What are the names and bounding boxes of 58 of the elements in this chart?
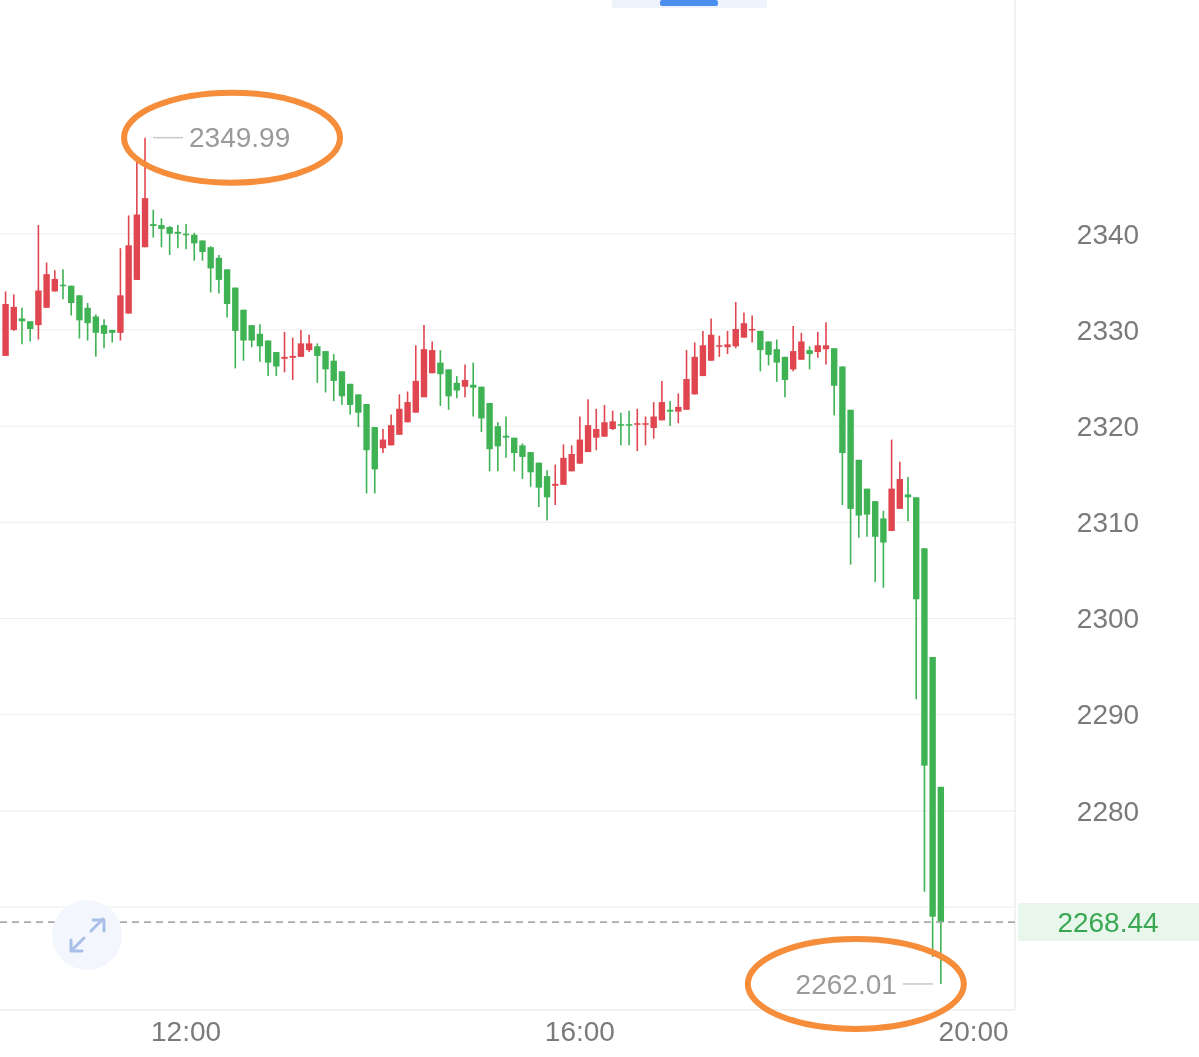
y-tick-label: 2340: [1076, 218, 1140, 250]
candlestick: [387, 413, 395, 447]
candlestick: [256, 323, 264, 363]
y-tick-label: 2300: [1076, 603, 1140, 635]
candlestick: [453, 375, 460, 400]
candlestick: [666, 400, 674, 427]
y-tick-label: 2330: [1076, 314, 1140, 346]
y-tick-label: 2310: [1076, 507, 1140, 539]
candlestick: [289, 336, 296, 381]
candlestick: [494, 421, 502, 473]
candlestick: [346, 383, 354, 416]
candlestick: [470, 361, 477, 418]
y-tick-label: 2320: [1076, 410, 1140, 442]
candlestick: [822, 321, 830, 366]
x-tick-label: 16:00: [544, 1015, 615, 1047]
candlestick: [773, 338, 780, 383]
candlestick: [658, 380, 666, 422]
candlestick: [502, 415, 510, 459]
y-tick-label: 2290: [1076, 699, 1140, 731]
candlestick: [174, 224, 182, 249]
x-tick-label: 12:00: [151, 1015, 222, 1047]
annotation: 2262.01: [795, 968, 897, 1000]
candlestick: [215, 254, 223, 295]
candlestick: [150, 208, 157, 239]
candlestick: [625, 409, 633, 447]
candlestick: [543, 469, 551, 522]
candlestick: [273, 351, 280, 377]
candlestick: [92, 313, 100, 358]
candlestick: [68, 284, 75, 317]
candlestick: [281, 331, 288, 374]
candlestick: [617, 411, 625, 447]
candlestick: [248, 324, 255, 349]
candlestick: [18, 307, 26, 346]
candlestick: [10, 293, 17, 332]
candlestick: [634, 408, 641, 452]
x-tick-label: 20:00: [938, 1015, 1009, 1047]
candlestick: [109, 329, 116, 344]
candlestick: [789, 325, 797, 373]
candlestick: [264, 339, 272, 377]
candlestick: [26, 320, 34, 343]
candlestick: [740, 311, 748, 339]
annotation: 2349.99: [189, 122, 291, 154]
candlestick: [511, 436, 518, 473]
candlestick: [297, 329, 305, 358]
candlestick: [100, 318, 108, 350]
candlestick: [806, 345, 813, 371]
candlestick: [330, 353, 337, 402]
candlestick: [552, 463, 559, 506]
candlestick: [904, 476, 912, 523]
y-tick-label: 2280: [1076, 795, 1140, 827]
candlestick: [781, 356, 789, 399]
candlestick: [798, 332, 805, 361]
candlestick: [814, 331, 821, 359]
candlestick: [428, 340, 436, 375]
candlestick: [732, 301, 739, 350]
ref-line-label: 2268.44: [1057, 906, 1159, 938]
candlestick: [593, 408, 600, 451]
candlestick: [461, 363, 469, 399]
